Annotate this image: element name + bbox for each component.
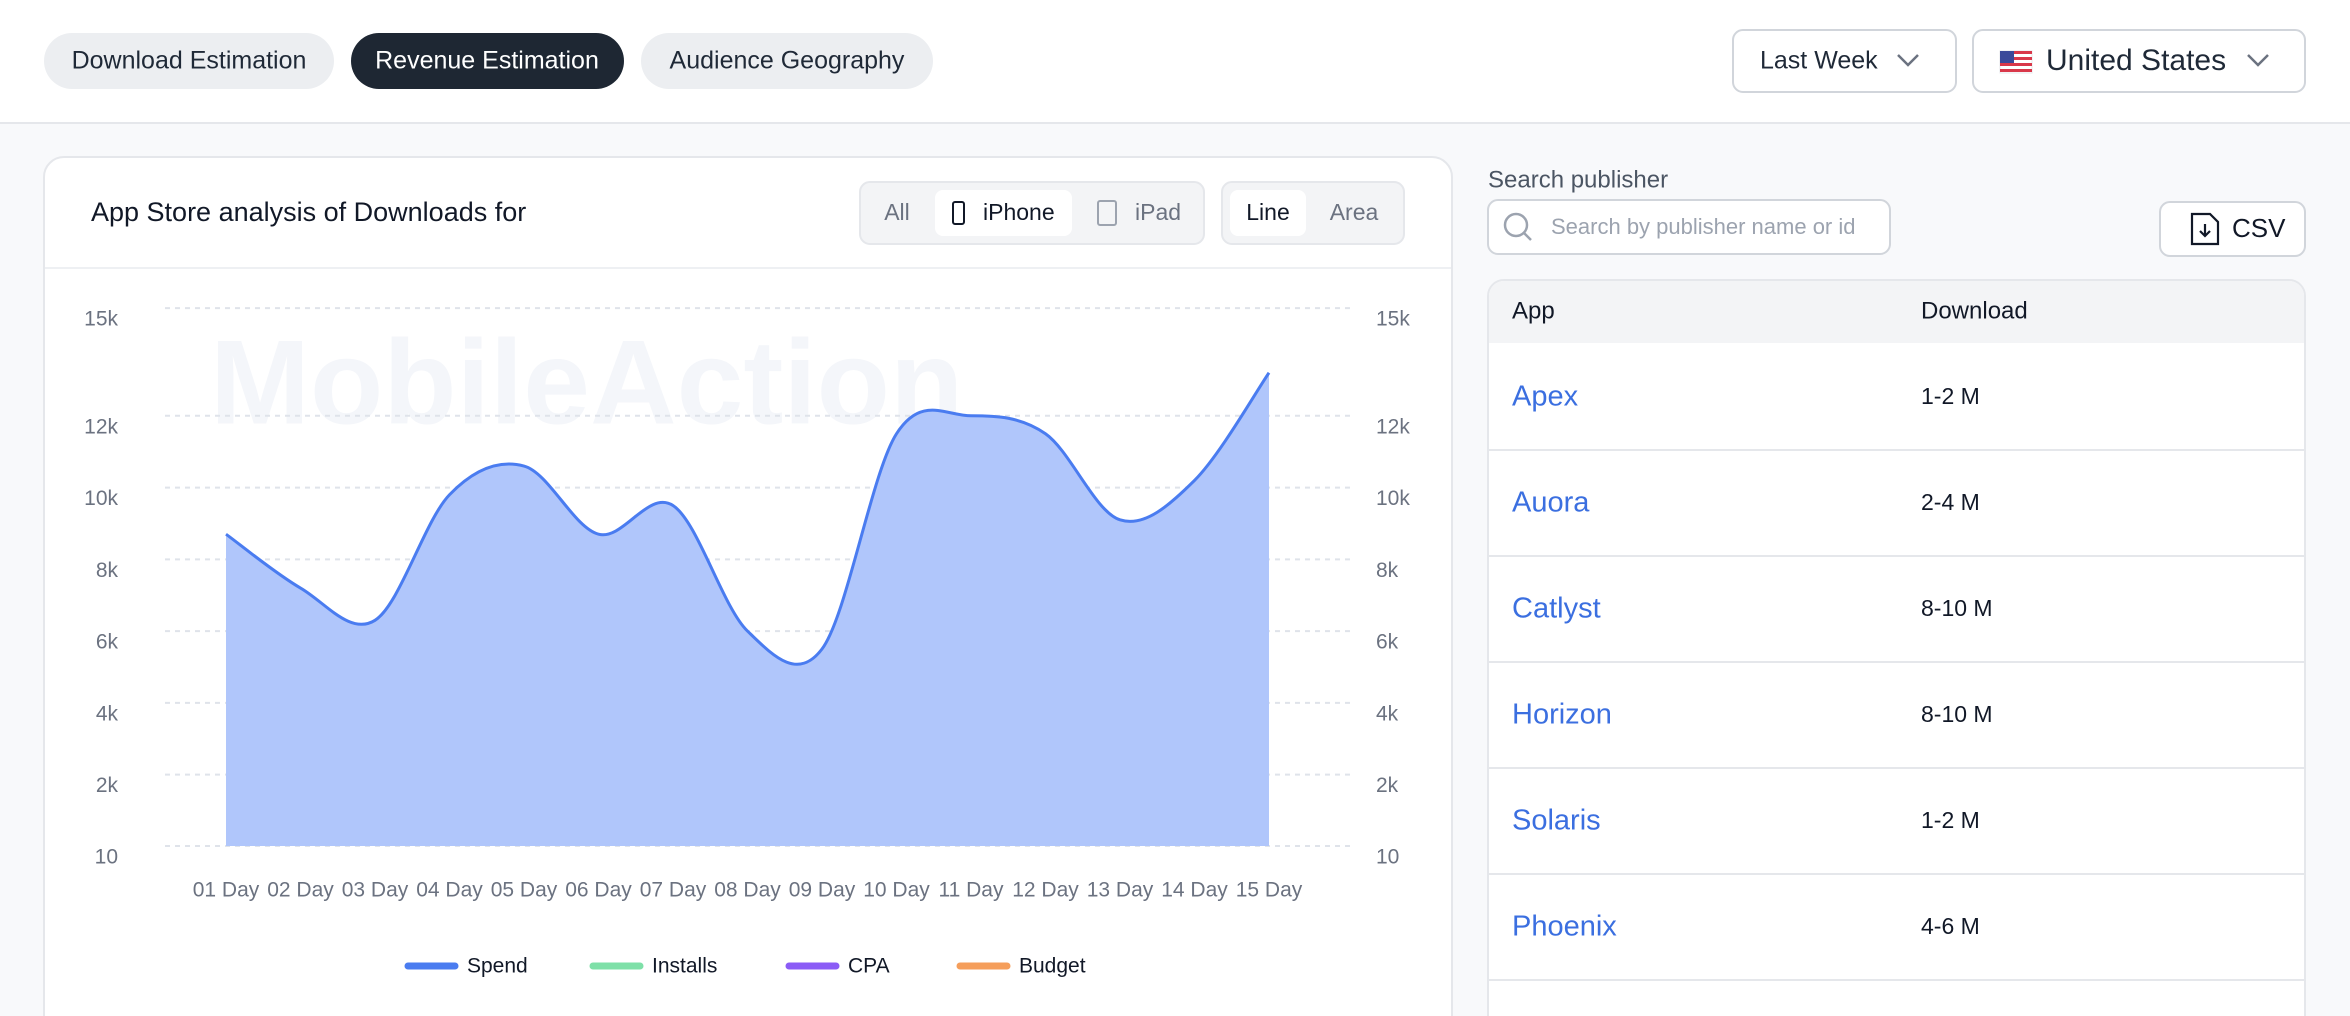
chevron-icon [1897, 54, 1919, 67]
device-option[interactable]: All [884, 199, 910, 225]
tablet-icon [1097, 200, 1117, 226]
app-name[interactable]: Apex [1512, 381, 1579, 413]
y-tick-label: 10 [95, 846, 118, 869]
app-name[interactable]: Catlyst [1512, 593, 1601, 625]
search-icon [1503, 212, 1529, 238]
country-dropdown[interactable] [1972, 29, 2306, 93]
csv-icon [2199, 224, 2211, 238]
series-line [225, 371, 1271, 666]
csv-icon [2190, 212, 2220, 246]
x-tick-label: 13 Day [1087, 879, 1154, 902]
y-tick-label: 2k [96, 774, 119, 797]
panel-title: App Store analysis of Downloads for [91, 197, 526, 227]
search-input[interactable] [1487, 199, 1891, 255]
app-name[interactable]: Solaris [1512, 805, 1601, 837]
publisher-table [1487, 279, 2306, 1016]
device-option[interactable]: iPad [1135, 199, 1181, 225]
x-tick-label: 08 Day [714, 879, 781, 902]
download-range: 2-4 M [1921, 489, 1980, 515]
y2-tick-label: 8k [1376, 559, 1399, 582]
search-label: Search publisher [1488, 166, 1668, 193]
x-tick-label: 06 Day [565, 879, 632, 902]
column-header: Download [1921, 297, 2028, 324]
download-range: 4-6 M [1921, 913, 1980, 939]
y-tick-label: 12k [84, 415, 118, 438]
flag-icon [1999, 50, 2033, 74]
chart-type-active[interactable] [1230, 190, 1306, 236]
y-tick-label: 10k [84, 487, 118, 510]
table-body: Apex 1-2 M Auora 2-4 M Catlyst 8-10 M Horizon 8… [1489, 381, 2304, 981]
y2-tick-label: 15k [1376, 308, 1410, 331]
chart: 10 10 2k 2k 4k 4k 6k 6k 8k 8k 10k 10k 12k 12k 15k 15k 01… [84, 307, 1410, 978]
x-tick-label: 14 Day [1161, 879, 1228, 902]
tab-label: Download Estimation [72, 47, 307, 75]
legend-label[interactable]: Spend [467, 955, 528, 978]
area-fill [226, 372, 1269, 846]
phone-icon [952, 201, 965, 225]
download-range: 1-2 M [1921, 807, 1980, 833]
chart-type-option: Line [1246, 199, 1289, 225]
app-name[interactable]: Horizon [1512, 699, 1612, 731]
y2-tick-label: 10k [1376, 487, 1410, 510]
x-tick-label: 02 Day [267, 879, 334, 902]
tab[interactable] [44, 33, 334, 89]
watermark: MobileAction [210, 316, 963, 450]
tab-label: Revenue Estimation [375, 47, 599, 75]
csv-label: CSV [2232, 213, 2286, 243]
x-tick-label: 10 Day [863, 879, 930, 902]
y2-tick-label: 2k [1376, 774, 1399, 797]
legend-label[interactable]: Installs [652, 955, 717, 978]
x-tick-label: 11 Day [939, 879, 1004, 902]
y2-tick-label: 4k [1376, 702, 1399, 725]
period-label: Last Week [1760, 47, 1878, 75]
download-range: 8-10 M [1921, 701, 1993, 727]
tab-active[interactable] [351, 33, 624, 89]
period-dropdown[interactable] [1732, 29, 1957, 93]
x-tick-label: 07 Day [640, 879, 707, 902]
app-name[interactable]: Phoenix [1512, 911, 1617, 943]
x-tick-label: 12 Day [1012, 879, 1079, 902]
x-tick-label: 03 Day [342, 879, 409, 902]
x-tick-label: 01 Day [193, 879, 260, 902]
legend-label[interactable]: CPA [848, 955, 890, 978]
search-placeholder: Search by publisher name or id [1551, 214, 1856, 239]
y-tick-label: 15k [84, 308, 118, 331]
x-tick-label: 05 Day [491, 879, 558, 902]
tab-label: Audience Geography [670, 47, 905, 75]
app-name[interactable]: Auora [1512, 487, 1590, 519]
download-range: 8-10 M [1921, 595, 1993, 621]
y-tick-label: 8k [96, 559, 119, 582]
legend-label[interactable]: Budget [1019, 955, 1086, 978]
download-range: 1-2 M [1921, 383, 1980, 409]
x-tick-label: 09 Day [789, 879, 856, 902]
device-option-active[interactable] [935, 190, 1072, 236]
chevron-icon [2247, 54, 2269, 67]
y2-tick-label: 12k [1376, 415, 1410, 438]
x-tick-label: 15 Day [1236, 879, 1303, 902]
tab[interactable] [641, 33, 933, 89]
chart-type-option[interactable]: Area [1330, 199, 1379, 225]
csv-button[interactable] [2159, 201, 2306, 257]
y2-tick-label: 6k [1376, 631, 1399, 654]
search-icon [1523, 232, 1532, 241]
y2-tick-label: 10 [1376, 846, 1399, 869]
x-tick-label: 04 Day [416, 879, 483, 902]
y-tick-label: 4k [96, 702, 119, 725]
y-tick-label: 6k [96, 631, 119, 654]
country-label: United States [2046, 44, 2226, 77]
device-option: iPhone [983, 199, 1055, 225]
column-header: App [1512, 297, 1555, 324]
table-header [1489, 281, 2304, 343]
